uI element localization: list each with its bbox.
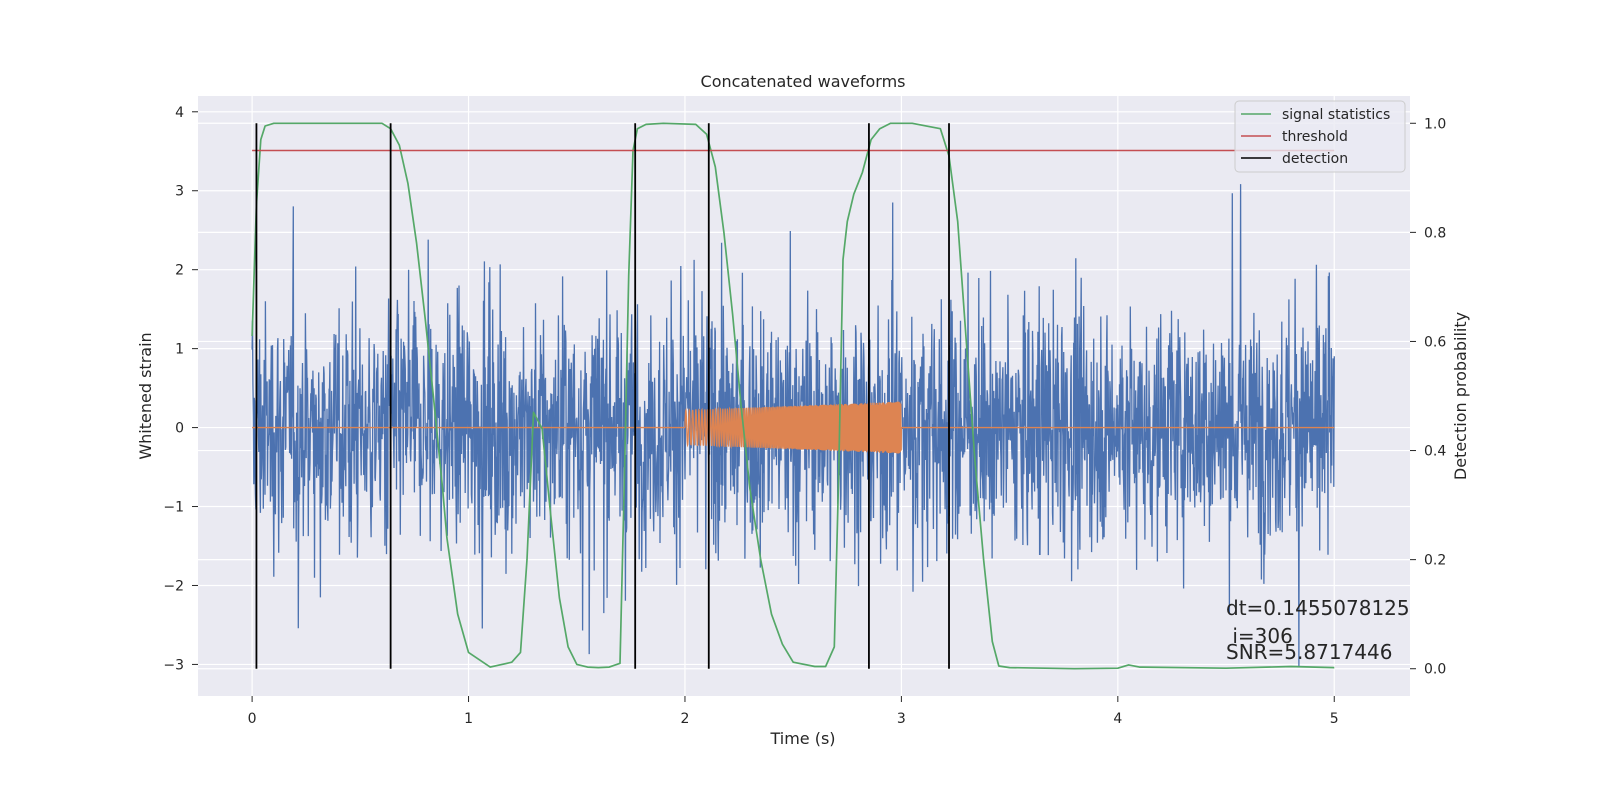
y-tick-label: −2 <box>163 578 184 594</box>
y-tick-label: 0 <box>175 421 184 437</box>
legend-box <box>1234 100 1406 173</box>
legend: signal statistics threshold detection <box>1234 100 1406 173</box>
y2-tick-label: 1.0 <box>1424 116 1446 132</box>
y2-tick-label: 0.2 <box>1424 553 1446 569</box>
y-tick-label: 2 <box>175 263 184 279</box>
y-axis-label: Whitened strain <box>136 332 155 459</box>
y-tick-label: −1 <box>163 500 184 516</box>
noise-series <box>251 184 1335 667</box>
injection-line <box>252 401 1335 454</box>
y-tick-label: 3 <box>175 184 184 200</box>
injection-series <box>252 401 1335 454</box>
x-tick-label: 0 <box>248 711 257 727</box>
annotations: dt=0.1455078125 i=306 SNR=5.8717446 <box>1226 596 1410 664</box>
annotation-index: i=306 <box>1226 624 1293 648</box>
annotation-dt: dt=0.1455078125 <box>1226 596 1410 620</box>
y2-axis-label: Detection probability <box>1451 312 1470 480</box>
y2-tick-label: 0.6 <box>1424 334 1446 350</box>
y2-tick-label: 0.0 <box>1424 662 1446 678</box>
y-tick-label: 4 <box>175 105 184 121</box>
detection-series <box>255 123 950 669</box>
y-tick-label: −3 <box>163 657 184 673</box>
y2-tick-label: 0.4 <box>1424 444 1446 460</box>
x-ticks: 0 1 2 3 4 5 <box>248 696 1339 727</box>
legend-label-signal-statistics: signal statistics <box>1282 107 1390 123</box>
x-tick-label: 4 <box>1113 711 1122 727</box>
noise-line <box>251 184 1335 667</box>
y2-ticks: 0.0 0.2 0.4 0.6 0.8 1.0 <box>1410 116 1446 678</box>
x-tick-label: 2 <box>681 711 690 727</box>
annotation-snr: SNR=5.8717446 <box>1226 640 1392 664</box>
chart-title: Concatenated waveforms <box>701 72 906 91</box>
y2-tick-label: 0.8 <box>1424 225 1446 241</box>
x-tick-label: 1 <box>464 711 473 727</box>
x-axis-label: Time (s) <box>769 729 835 748</box>
legend-label-threshold: threshold <box>1282 129 1348 145</box>
y-ticks: −3 −2 −1 0 1 2 3 4 <box>163 105 198 673</box>
signal-statistics-line <box>251 122 1335 670</box>
y-tick-label: 1 <box>175 342 184 358</box>
x-tick-label: 5 <box>1330 711 1339 727</box>
legend-label-detection: detection <box>1282 151 1348 167</box>
signal-statistics-series <box>251 122 1335 670</box>
x-tick-label: 3 <box>897 711 906 727</box>
